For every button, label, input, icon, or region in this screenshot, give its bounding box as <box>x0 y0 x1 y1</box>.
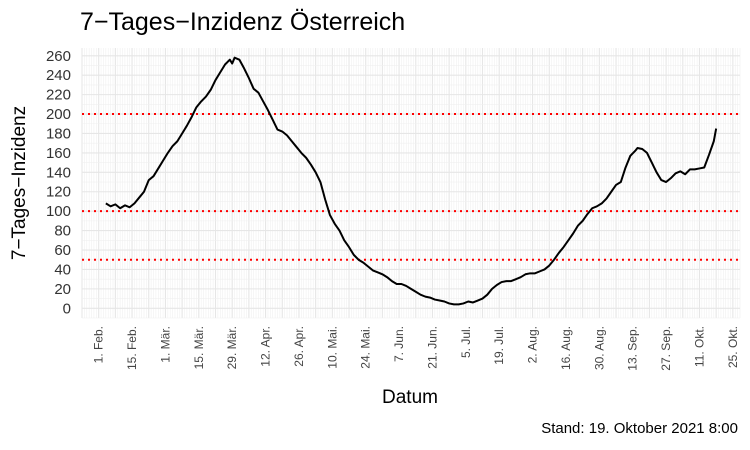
y-tick-label: 40 <box>54 261 71 278</box>
x-tick-label: 15. Mär. <box>192 326 206 369</box>
x-tick-label: 19. Jul. <box>492 326 506 365</box>
threshold-lines <box>82 113 740 261</box>
y-tick-label: 200 <box>46 106 71 123</box>
x-axis-title: Datum <box>382 387 438 408</box>
caption: Stand: 19. Oktober 2021 8:00 <box>541 420 738 437</box>
series-group <box>105 56 718 306</box>
y-tick-label: 60 <box>54 242 71 259</box>
x-tick-label: 27. Sep. <box>659 326 673 371</box>
x-tick-label: 2. Aug. <box>526 326 540 363</box>
x-tick-label: 26. Apr. <box>292 326 306 367</box>
x-tick-label: 24. Mai. <box>359 326 373 369</box>
grid <box>81 48 741 319</box>
x-tick-label: 12. Apr. <box>259 326 273 367</box>
x-tick-label: 11. Okt. <box>692 326 706 367</box>
x-tick-label: 25. Okt. <box>726 326 740 368</box>
x-tick-label: 16. Aug. <box>559 326 573 370</box>
y-tick-label: 80 <box>54 223 71 240</box>
x-tick-label: 7. Jun. <box>392 326 406 362</box>
x-tick-label: 1. Mär. <box>158 326 172 363</box>
y-tick-label: 180 <box>46 125 71 142</box>
y-tick-label: 160 <box>46 145 71 162</box>
y-axis-title: 7−Tages−Inzidenz <box>9 106 30 260</box>
y-tick-label: 20 <box>54 281 71 298</box>
y-tick-label: 140 <box>46 164 71 181</box>
x-tick-label: 13. Sep. <box>626 326 640 371</box>
x-tick-label: 30. Aug. <box>592 326 606 370</box>
y-tick-label: 0 <box>63 300 71 317</box>
x-tick-label: 21. Jun. <box>425 326 439 369</box>
y-tick-label: 260 <box>46 48 71 65</box>
y-tick-label: 120 <box>46 184 71 201</box>
y-tick-label: 240 <box>46 67 71 84</box>
x-tick-label: 10. Mai. <box>325 326 339 369</box>
y-tick-label: 220 <box>46 87 71 104</box>
chart-title: 7−Tages−Inzidenz Österreich <box>80 8 405 36</box>
x-tick-label: 15. Feb. <box>125 326 139 370</box>
series-line-0 <box>105 56 718 306</box>
x-tick-labels: 1. Feb. 15. Feb. 1. Mär. 15. Mär. 29. Mär. 12… <box>92 326 740 371</box>
x-tick-label: 1. Feb. <box>92 326 106 363</box>
x-tick-label: 29. Mär. <box>225 326 239 369</box>
x-tick-label: 5. Jul. <box>459 326 473 358</box>
y-tick-label: 100 <box>46 203 71 220</box>
y-tick-labels: 0 20 40 60 80 100 120 140 160 180 200 220 240 260 <box>46 48 71 318</box>
